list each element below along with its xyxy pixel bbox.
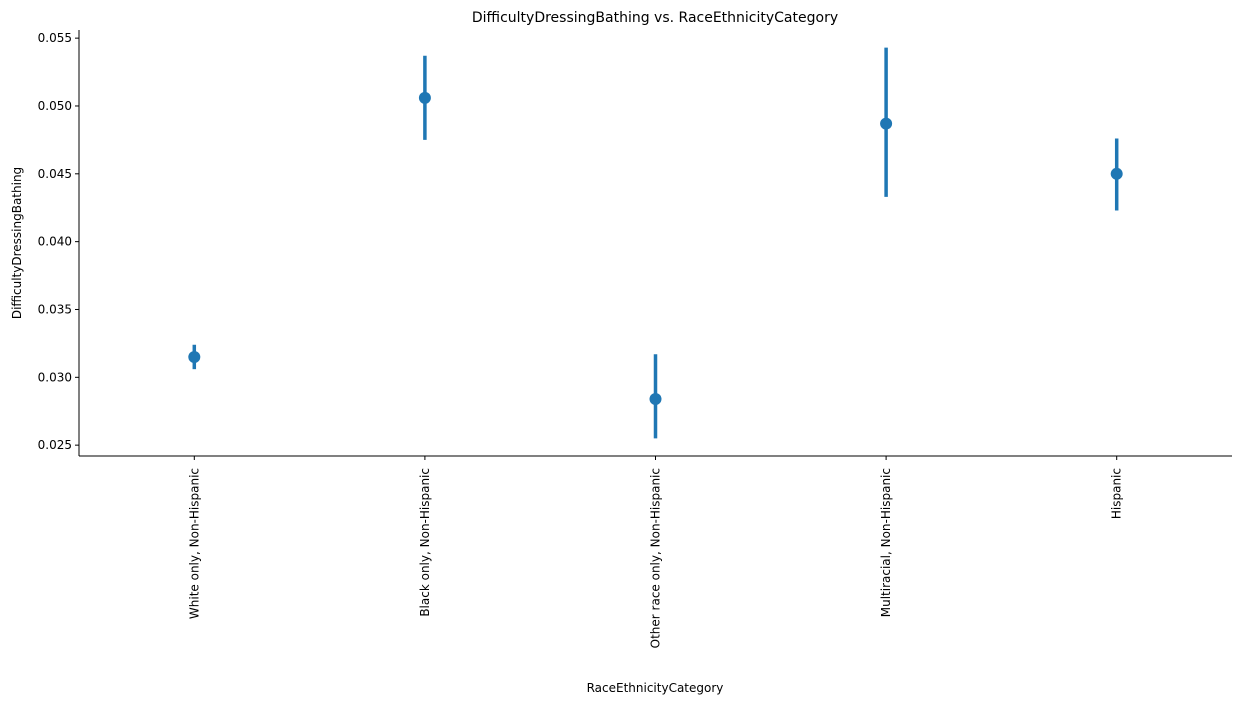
- chart-title: DifficultyDressingBathing vs. RaceEthnic…: [472, 10, 838, 26]
- x-axis-title: RaceEthnicityCategory: [587, 681, 724, 695]
- y-tick-label: 0.050: [38, 99, 72, 113]
- data-point: [418, 91, 431, 104]
- data-point: [1110, 167, 1123, 180]
- x-tick-label: Hispanic: [1110, 468, 1124, 519]
- x-tick-label: White only, Non-Hispanic: [187, 468, 201, 619]
- y-tick-label: 0.040: [38, 235, 72, 249]
- y-axis: 0.025 0.030 0.035 0.040 0.045 0.050 0.055: [38, 30, 80, 456]
- y-tick-label: 0.025: [38, 438, 72, 452]
- y-tick-label: 0.055: [38, 31, 72, 45]
- x-tick-label: Multiracial, Non-Hispanic: [879, 468, 893, 617]
- plot-area: [188, 47, 1123, 439]
- x-axis: White only, Non-Hispanic Black only, Non-…: [79, 455, 1232, 648]
- data-point: [649, 393, 662, 406]
- y-tick-label: 0.030: [38, 370, 72, 384]
- x-tick-label: Other race only, Non-Hispanic: [649, 468, 663, 648]
- y-tick-label: 0.035: [38, 302, 72, 316]
- y-tick-label: 0.045: [38, 167, 72, 181]
- y-axis-title: DifficultyDressingBathing: [10, 167, 24, 319]
- data-point: [880, 117, 893, 130]
- data-point: [188, 350, 201, 363]
- x-tick-label: Black only, Non-Hispanic: [418, 468, 432, 617]
